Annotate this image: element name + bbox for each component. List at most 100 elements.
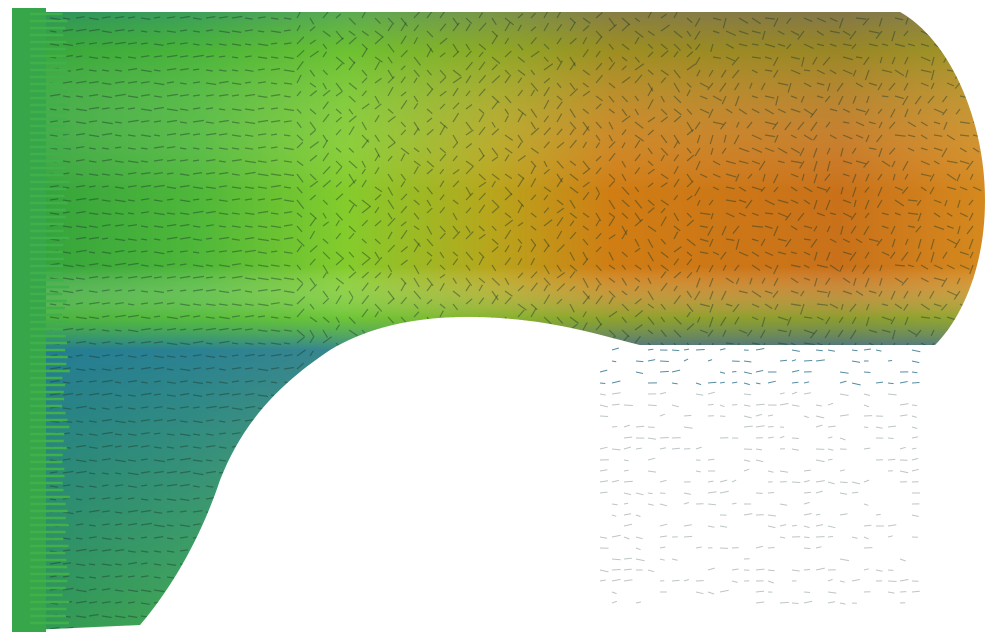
wake-vector bbox=[624, 481, 633, 482]
vector bbox=[827, 616, 830, 623]
wake-vector bbox=[804, 470, 811, 471]
vector bbox=[570, 525, 578, 531]
vector bbox=[778, 473, 786, 476]
wake-vector bbox=[780, 504, 787, 505]
vector bbox=[826, 447, 830, 453]
vector bbox=[960, 447, 967, 450]
wake-vector bbox=[816, 350, 823, 351]
vector bbox=[102, 629, 111, 630]
vector bbox=[882, 96, 889, 97]
vector bbox=[648, 408, 652, 413]
vector bbox=[817, 538, 826, 541]
vector bbox=[570, 577, 576, 585]
vector bbox=[466, 473, 470, 479]
wake-vector bbox=[720, 491, 729, 493]
vector bbox=[414, 387, 420, 395]
vector bbox=[609, 486, 615, 492]
vector bbox=[856, 408, 862, 409]
vector bbox=[245, 576, 253, 577]
vector bbox=[934, 616, 940, 620]
vector bbox=[739, 525, 745, 526]
vector bbox=[799, 434, 805, 441]
vector bbox=[232, 590, 240, 591]
vector bbox=[492, 351, 498, 356]
wake-vector bbox=[780, 525, 786, 526]
vector bbox=[687, 517, 693, 525]
wake-vector bbox=[672, 405, 679, 407]
vector bbox=[713, 473, 723, 475]
vector bbox=[310, 629, 316, 635]
vector bbox=[375, 582, 381, 591]
wake-vector bbox=[744, 372, 752, 374]
wake-vector bbox=[792, 438, 799, 439]
vector bbox=[323, 525, 329, 530]
vector bbox=[544, 564, 550, 570]
vector bbox=[167, 614, 178, 616]
vector bbox=[802, 395, 804, 404]
vector bbox=[825, 512, 830, 519]
vector bbox=[804, 551, 810, 553]
vector bbox=[622, 616, 630, 623]
vector bbox=[362, 413, 367, 421]
vector bbox=[375, 571, 383, 578]
vector bbox=[297, 402, 302, 408]
vector bbox=[388, 621, 395, 629]
vector bbox=[804, 499, 814, 502]
vector bbox=[232, 615, 242, 616]
wake-vector bbox=[660, 480, 667, 482]
vector bbox=[856, 564, 861, 567]
vector bbox=[687, 603, 692, 608]
vector bbox=[934, 356, 940, 359]
vector bbox=[862, 421, 869, 430]
vector bbox=[947, 629, 956, 630]
vector bbox=[955, 434, 960, 442]
flow-field-view bbox=[0, 0, 989, 636]
vector bbox=[895, 356, 901, 358]
vector bbox=[531, 325, 535, 330]
vector bbox=[362, 499, 368, 503]
vector bbox=[453, 538, 460, 544]
wake-vector bbox=[708, 504, 716, 505]
wake-vector bbox=[768, 427, 774, 428]
vector bbox=[956, 590, 961, 600]
wake-vector bbox=[684, 525, 692, 526]
wake-vector bbox=[828, 459, 832, 460]
vector bbox=[440, 512, 448, 519]
vector bbox=[388, 400, 394, 408]
vector bbox=[544, 364, 551, 369]
vector bbox=[928, 382, 934, 390]
vector bbox=[401, 369, 406, 377]
wake-vector bbox=[696, 394, 703, 395]
vector bbox=[336, 460, 341, 468]
vector bbox=[856, 369, 865, 371]
vector bbox=[427, 460, 435, 467]
vector bbox=[856, 473, 863, 478]
vector bbox=[967, 512, 973, 521]
vector bbox=[739, 434, 747, 437]
vector bbox=[557, 596, 565, 603]
vector bbox=[492, 382, 496, 388]
vector bbox=[973, 577, 981, 582]
wake-vector bbox=[600, 580, 606, 581]
vector bbox=[531, 468, 535, 473]
vector bbox=[440, 343, 444, 348]
vector bbox=[245, 538, 252, 539]
vector bbox=[622, 564, 628, 572]
vector bbox=[310, 518, 314, 525]
vector bbox=[709, 395, 713, 404]
vector bbox=[973, 304, 980, 308]
wake-vector bbox=[612, 592, 617, 594]
vector bbox=[427, 330, 432, 337]
vector bbox=[696, 473, 700, 480]
vector bbox=[453, 622, 457, 629]
vector bbox=[323, 629, 331, 635]
vector bbox=[661, 455, 667, 460]
vector bbox=[934, 434, 940, 437]
vector bbox=[505, 546, 511, 551]
vector bbox=[271, 525, 280, 526]
vector bbox=[801, 564, 804, 573]
wake-vector bbox=[636, 559, 645, 561]
wake-vector bbox=[816, 416, 824, 418]
vector bbox=[453, 482, 459, 486]
vector bbox=[271, 445, 281, 447]
